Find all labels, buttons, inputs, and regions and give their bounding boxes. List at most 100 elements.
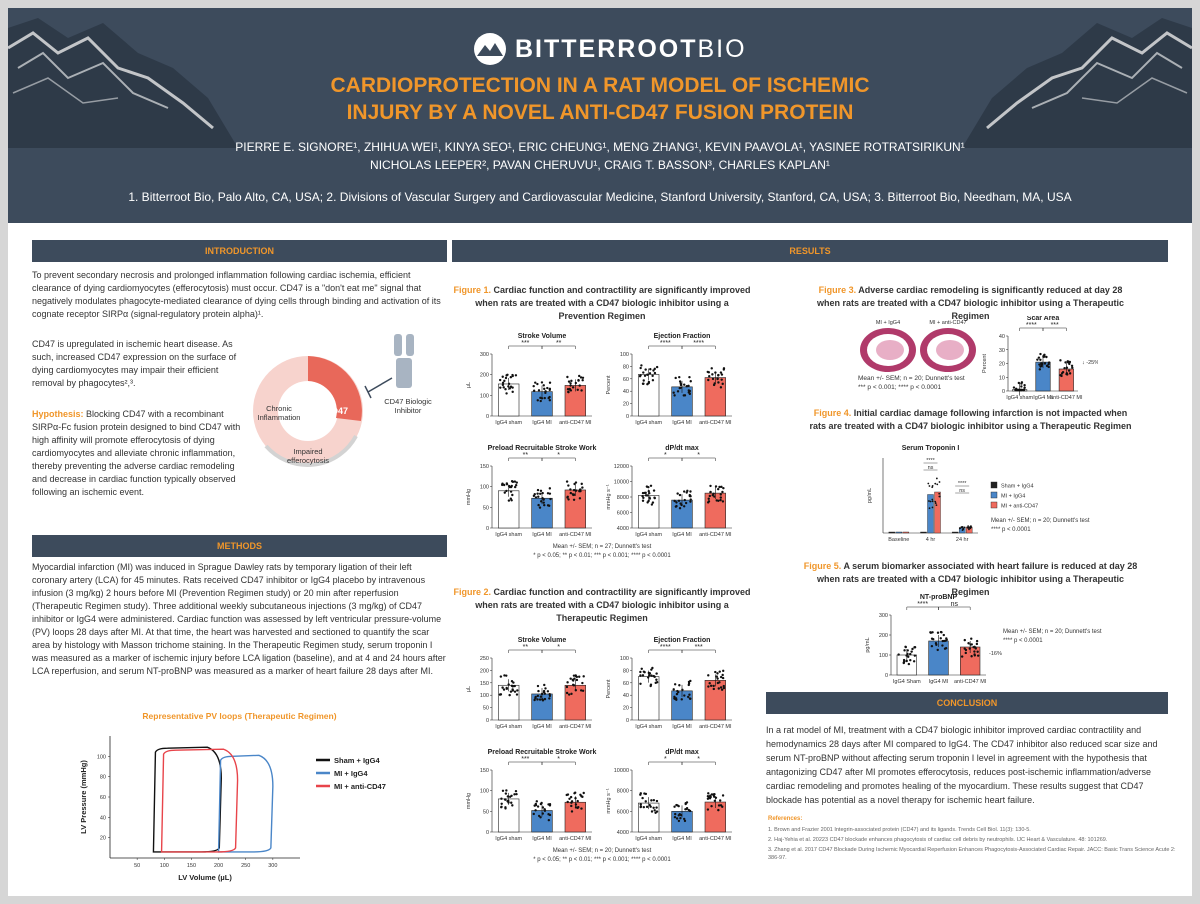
figure-2-caption: Figure 2. Cardiac function and contracti… [453, 587, 751, 623]
x-tick-label: anti-CD47 MI [559, 532, 592, 538]
data-point [504, 792, 508, 795]
data-point [651, 501, 655, 504]
data-point [498, 693, 502, 696]
data-point [581, 681, 584, 685]
data-point [537, 503, 540, 507]
data-point [655, 681, 659, 684]
data-point [580, 482, 583, 486]
significance-bracket [681, 457, 716, 461]
y-tick-label: 30 [999, 348, 1005, 354]
intro-paragraph-2: CD47 is upregulated in ischemic heart di… [32, 339, 237, 388]
y-tick-label: 200 [879, 633, 888, 639]
data-point [505, 686, 508, 690]
data-point [717, 374, 720, 377]
data-point [721, 794, 725, 797]
data-point [655, 365, 659, 369]
data-point [505, 489, 508, 493]
data-point [1039, 358, 1042, 361]
data-point [719, 804, 723, 807]
data-point [534, 496, 538, 499]
intro-hypothesis: Hypothesis: Blocking CD47 with a recombi… [32, 409, 241, 497]
data-point [570, 810, 574, 813]
data-point [650, 503, 654, 506]
data-point [642, 670, 646, 673]
data-point [931, 506, 934, 509]
data-point [504, 376, 508, 380]
data-point [644, 368, 647, 371]
data-point [532, 384, 535, 388]
data-point [717, 687, 720, 690]
y-tick-label: 150 [480, 768, 489, 774]
data-point [722, 686, 726, 690]
data-point [675, 817, 679, 820]
figure-note: **** p < 0.0001 [1003, 638, 1043, 644]
data-point [685, 806, 689, 810]
cd47-cycle-diagram: ↑ CD47 Chronic Inflammation Impaired eff… [253, 334, 432, 467]
legend-label: MI + IgG4 [334, 769, 368, 778]
data-point [706, 501, 710, 504]
data-point [679, 813, 683, 817]
x-tick-label: 24 hr [956, 537, 969, 543]
data-point [913, 654, 917, 657]
data-point [970, 637, 973, 640]
data-point [568, 388, 571, 391]
data-point [511, 689, 515, 692]
data-point [546, 492, 550, 495]
data-point [716, 377, 719, 381]
data-point [643, 792, 646, 795]
significance-bracket [541, 457, 576, 461]
mountain-left-graphic [8, 18, 238, 148]
data-point [539, 695, 543, 698]
data-point [500, 805, 503, 809]
data-point [576, 388, 579, 392]
data-point [567, 380, 571, 383]
impaired-efferocytosis-label-2: efferocytosis [287, 456, 329, 465]
data-point [934, 482, 937, 485]
chart-panel-1: Ejection Fraction 0 20 40 60 80 100 Percent IgG4… [606, 333, 732, 426]
x-tick-label: anti-CD47 MI [699, 532, 732, 538]
data-point [516, 689, 519, 692]
conclusion-paragraph: In a rat model of MI, treatment with a C… [766, 725, 1158, 805]
data-point [936, 631, 940, 634]
data-point [963, 647, 966, 650]
data-point [539, 399, 542, 403]
data-point [968, 528, 970, 531]
data-point [502, 386, 505, 389]
significance-bracket [681, 649, 716, 653]
cd47-label: ↑ CD47 [318, 406, 348, 416]
data-point [568, 797, 571, 801]
chronic-inflammation-label-2: Inflammation [258, 413, 301, 422]
data-point [679, 817, 682, 820]
data-point [507, 382, 511, 386]
pv-loop-mi-igg4 [217, 754, 274, 853]
data-point [505, 392, 508, 395]
y-tick-label: 100 [620, 656, 629, 662]
figure-3-caption: Figure 3. Adverse cardiac remodeling is … [816, 285, 1125, 321]
data-point [710, 793, 714, 796]
data-point [1060, 372, 1064, 375]
figure-3-notes: Mean +/- SEM; n = 20; Dunnett's test *** … [858, 375, 965, 391]
x-tick-label: IgG4 sham [635, 532, 662, 538]
y-tick-label: 4000 [617, 526, 629, 532]
data-point [644, 491, 647, 495]
data-point [541, 806, 545, 809]
data-point [942, 633, 945, 637]
data-point [929, 500, 932, 503]
chart-title: dP/dt max [665, 749, 699, 756]
data-point [712, 492, 715, 495]
data-point [714, 670, 717, 674]
inhibitor-label-1: CD47 Biologic [384, 397, 432, 406]
data-point [673, 697, 677, 701]
data-point [503, 379, 506, 383]
data-point [532, 389, 536, 392]
data-point [718, 799, 722, 802]
figure-4-caption: Figure 4. Initial cardiac damage followi… [809, 408, 1132, 431]
chart-title: Scar Area [1027, 316, 1060, 322]
data-point [930, 644, 934, 648]
y-tick-label: 0 [486, 526, 489, 532]
data-point [543, 808, 546, 811]
data-point [688, 493, 691, 497]
data-point [681, 688, 684, 691]
data-point [679, 502, 682, 505]
x-tick-label: IgG4 MI [929, 679, 949, 685]
